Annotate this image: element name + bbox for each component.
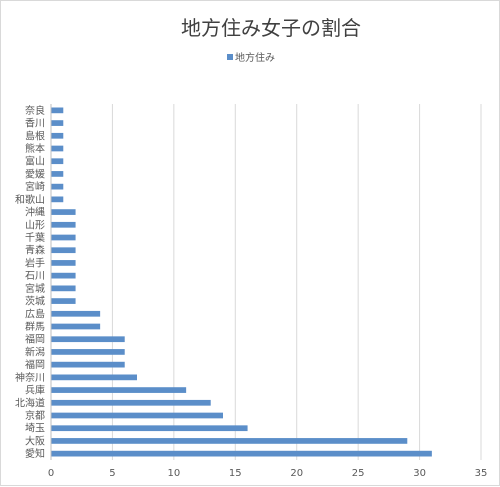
bar — [51, 158, 64, 165]
bar — [51, 310, 101, 317]
x-tick-label: 15 — [229, 468, 242, 479]
bar — [51, 171, 64, 177]
category-label: 北海道 — [15, 396, 45, 409]
category-label: 沖縄 — [25, 206, 45, 219]
category-label: 愛知 — [25, 447, 45, 460]
bar — [51, 425, 248, 432]
category-label: 兵庫 — [25, 384, 45, 397]
category-label: 宮崎 — [25, 180, 45, 193]
category-label: 広島 — [25, 307, 45, 320]
bars — [51, 107, 432, 457]
legend: 地方住み — [227, 51, 275, 64]
category-labels: 愛知大阪埼玉京都北海道兵庫神奈川福岡新潟福岡群馬広島茨城宮城石川岩手青森千葉山形… — [15, 104, 45, 460]
bar — [51, 145, 64, 152]
x-tick-label: 5 — [109, 468, 115, 479]
category-label: 和歌山 — [15, 193, 45, 206]
bar — [51, 336, 125, 343]
x-tick-label: 10 — [167, 468, 180, 479]
bar — [51, 285, 76, 292]
category-label: 千葉 — [25, 231, 45, 244]
category-label: 京都 — [25, 409, 45, 422]
category-label: 青森 — [25, 244, 45, 257]
x-tick-label: 0 — [48, 468, 54, 479]
category-label: 大阪 — [25, 434, 45, 447]
category-label: 福岡 — [25, 358, 45, 371]
category-label: 宮城 — [25, 282, 45, 295]
category-label: 奈良 — [25, 104, 45, 117]
bar — [51, 132, 64, 139]
bar — [51, 107, 64, 114]
category-label: 群馬 — [25, 320, 45, 333]
category-label: 新潟 — [25, 345, 45, 358]
x-tick-label: 35 — [475, 468, 488, 479]
bar — [51, 361, 125, 368]
bar — [51, 387, 187, 393]
category-label: 福岡 — [25, 333, 45, 346]
x-tick-label: 30 — [413, 468, 426, 479]
bar — [51, 298, 76, 304]
category-label: 島根 — [25, 129, 45, 142]
bar — [51, 209, 76, 215]
legend-label: 地方住み — [235, 51, 275, 64]
chart-title: 地方住み女子の割合 — [181, 16, 361, 40]
bar — [51, 260, 76, 266]
x-tick-label: 25 — [352, 468, 365, 479]
grid — [50, 104, 482, 460]
bar — [51, 374, 137, 381]
bar — [51, 323, 101, 330]
category-label: 香川 — [25, 118, 45, 130]
bar — [51, 438, 408, 444]
category-label: 神奈川 — [15, 371, 45, 384]
bar — [51, 196, 64, 203]
bar — [51, 120, 64, 126]
bar — [51, 272, 76, 279]
category-label: 山形 — [25, 219, 45, 231]
category-label: 愛媛 — [25, 167, 45, 180]
bar — [51, 221, 76, 228]
x-tick-label: 20 — [290, 468, 303, 479]
bar — [51, 412, 223, 419]
bar — [51, 247, 76, 254]
bar — [51, 450, 432, 457]
category-label: 熊本 — [25, 142, 45, 155]
bar — [51, 349, 125, 355]
category-label: 岩手 — [25, 256, 45, 269]
bar — [51, 234, 76, 241]
category-label: 埼玉 — [25, 422, 45, 435]
category-label: 石川 — [25, 271, 45, 282]
category-label: 富山 — [25, 155, 45, 168]
bar — [51, 183, 64, 190]
bar — [51, 399, 211, 406]
category-label: 茨城 — [25, 295, 45, 308]
legend-swatch — [227, 54, 233, 60]
x-axis-tick-labels: 0 5 10 15 20 25 30 35 — [48, 468, 488, 479]
